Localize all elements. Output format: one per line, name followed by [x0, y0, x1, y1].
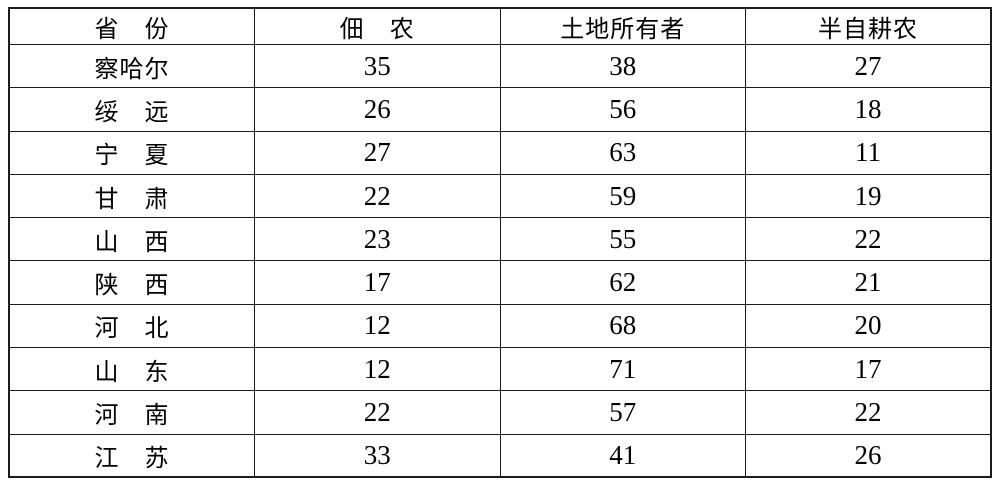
- cell-semi-owner-farmers: 19: [745, 173, 992, 219]
- cell-landowners: 63: [499, 130, 746, 175]
- cell-landowners: 59: [499, 173, 746, 219]
- cell-province: 山 西: [8, 217, 255, 262]
- table-row: 察哈尔 35 38 27: [8, 43, 992, 89]
- cell-landowners: 55: [499, 217, 746, 262]
- cell-tenant-farmers: 22: [254, 173, 501, 219]
- cell-landowners: 38: [499, 43, 746, 89]
- table-row: 山 西 23 55 22: [8, 217, 992, 262]
- header-landowners: 土地所有者: [499, 7, 746, 45]
- cell-tenant-farmers: 23: [254, 217, 501, 262]
- table-body: 察哈尔 35 38 27 绥 远 26 56 18 宁 夏 27 63 11 甘…: [8, 43, 992, 478]
- table-row: 江 苏 33 41 26: [8, 433, 992, 478]
- cell-province: 河 南: [8, 390, 255, 435]
- cell-semi-owner-farmers: 22: [745, 390, 992, 435]
- cell-landowners: 41: [499, 433, 746, 478]
- header-tenant-farmers: 佃 农: [254, 7, 501, 45]
- cell-semi-owner-farmers: 18: [745, 87, 992, 132]
- cell-tenant-farmers: 12: [254, 347, 501, 392]
- cell-tenant-farmers: 26: [254, 87, 501, 132]
- cell-semi-owner-farmers: 27: [745, 43, 992, 89]
- table-row: 陕 西 17 62 21: [8, 260, 992, 305]
- cell-semi-owner-farmers: 26: [745, 433, 992, 478]
- cell-tenant-farmers: 12: [254, 303, 501, 349]
- table-row: 河 南 22 57 22: [8, 390, 992, 435]
- cell-province: 河 北: [8, 303, 255, 349]
- cell-province: 察哈尔: [8, 43, 255, 89]
- cell-tenant-farmers: 22: [254, 390, 501, 435]
- cell-tenant-farmers: 27: [254, 130, 501, 175]
- province-land-tenure-table: 省 份 佃 农 土地所有者 半自耕农 察哈尔 35 38 27 绥 远 26 5…: [8, 7, 992, 479]
- cell-semi-owner-farmers: 11: [745, 130, 992, 175]
- table-row: 宁 夏 27 63 11: [8, 130, 992, 175]
- cell-landowners: 57: [499, 390, 746, 435]
- cell-semi-owner-farmers: 22: [745, 217, 992, 262]
- table-row: 河 北 12 68 20: [8, 303, 992, 349]
- cell-landowners: 56: [499, 87, 746, 132]
- cell-tenant-farmers: 17: [254, 260, 501, 305]
- cell-province: 陕 西: [8, 260, 255, 305]
- header-row: 省 份 佃 农 土地所有者 半自耕农: [8, 7, 992, 45]
- cell-landowners: 62: [499, 260, 746, 305]
- cell-semi-owner-farmers: 20: [745, 303, 992, 349]
- cell-province: 绥 远: [8, 87, 255, 132]
- cell-province: 山 东: [8, 347, 255, 392]
- header-semi-owner-farmers: 半自耕农: [745, 7, 992, 45]
- header-province: 省 份: [8, 7, 255, 45]
- cell-province: 江 苏: [8, 433, 255, 478]
- table-row: 绥 远 26 56 18: [8, 87, 992, 132]
- table-row: 山 东 12 71 17: [8, 347, 992, 392]
- cell-province: 甘 肃: [8, 173, 255, 219]
- cell-tenant-farmers: 33: [254, 433, 501, 478]
- cell-province: 宁 夏: [8, 130, 255, 175]
- cell-landowners: 71: [499, 347, 746, 392]
- cell-landowners: 68: [499, 303, 746, 349]
- cell-semi-owner-farmers: 21: [745, 260, 992, 305]
- table-row: 甘 肃 22 59 19: [8, 173, 992, 219]
- cell-semi-owner-farmers: 17: [745, 347, 992, 392]
- cell-tenant-farmers: 35: [254, 43, 501, 89]
